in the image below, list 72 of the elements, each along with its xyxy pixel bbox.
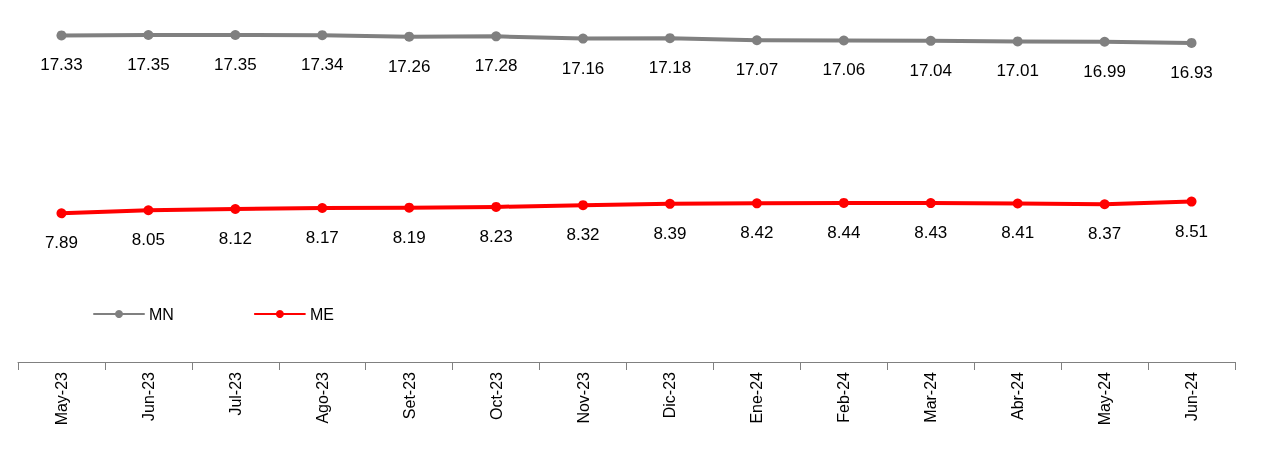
x-tick-label: Abr-24 [1009, 371, 1027, 421]
legend-label: ME [309, 305, 334, 323]
data-label: 8.41 [1001, 223, 1035, 243]
data-label: 17.26 [387, 56, 431, 76]
data-label: 8.32 [566, 225, 600, 245]
data-label: 8.19 [392, 227, 426, 247]
point [1186, 196, 1197, 207]
point [664, 33, 675, 44]
point [143, 30, 154, 40]
data-label: 16.93 [1170, 62, 1213, 82]
data-label: 8.39 [653, 223, 687, 243]
data-label: 17.01 [996, 61, 1039, 81]
data-label: 17.35 [214, 55, 257, 74]
point [1186, 37, 1197, 48]
point [578, 200, 589, 211]
x-tick-label: Feb-24 [835, 371, 853, 423]
data-label: 8.23 [479, 226, 513, 246]
data-label: 8.44 [827, 222, 861, 242]
data-label: 8.42 [740, 223, 774, 243]
point [404, 202, 415, 213]
data-label: 8.43 [914, 223, 948, 243]
data-label: 8.37 [1088, 224, 1122, 244]
point [751, 35, 762, 46]
data-label: 17.18 [648, 58, 692, 78]
point [491, 31, 502, 42]
x-tick-label: Ene-24 [748, 371, 766, 424]
data-label: 8.17 [305, 228, 339, 248]
x-tick-label: Jul-23 [226, 371, 244, 416]
x-tick-label: Dic-23 [661, 371, 679, 419]
data-label: 16.99 [1083, 61, 1126, 81]
point [56, 208, 67, 219]
data-label: 8.12 [218, 228, 252, 248]
data-label: 17.06 [822, 60, 866, 80]
point [838, 197, 849, 208]
point [230, 30, 241, 40]
x-tick-label: Nov-23 [574, 371, 592, 424]
point [578, 33, 589, 44]
point [925, 35, 936, 46]
point [751, 198, 762, 209]
point [230, 203, 241, 214]
point [1012, 198, 1023, 209]
x-tick-label: Jun-23 [139, 371, 157, 421]
point [404, 31, 415, 42]
point [664, 198, 675, 209]
x-tick-label: Mar-24 [922, 371, 940, 423]
data-label: 8.51 [1174, 221, 1209, 241]
point [56, 30, 67, 41]
x-tick-label: May-23 [52, 371, 70, 426]
point [1099, 199, 1110, 210]
x-tick-label: Oct-23 [487, 371, 505, 421]
x-tick-label: Set-23 [400, 371, 418, 420]
x-tick-label: Ago-23 [313, 371, 331, 424]
point [838, 35, 849, 46]
point [1012, 36, 1023, 47]
data-label: 17.04 [909, 60, 953, 80]
data-label: 17.35 [127, 55, 170, 74]
data-label: 17.16 [561, 58, 605, 78]
data-label: 17.28 [474, 56, 518, 76]
point [491, 201, 502, 212]
data-label: 8.05 [131, 230, 165, 250]
data-label: 17.33 [40, 55, 83, 75]
legend-label: MN [149, 305, 174, 323]
point [143, 205, 154, 216]
point [317, 203, 328, 214]
point [925, 198, 936, 209]
data-label: 17.07 [735, 60, 779, 80]
x-tick-label: Jun-24 [1183, 371, 1201, 421]
x-tick-label: May-24 [1096, 371, 1114, 426]
data-label: 7.89 [44, 233, 79, 253]
point [317, 30, 328, 41]
data-label: 17.34 [300, 55, 344, 75]
point [1099, 36, 1110, 47]
